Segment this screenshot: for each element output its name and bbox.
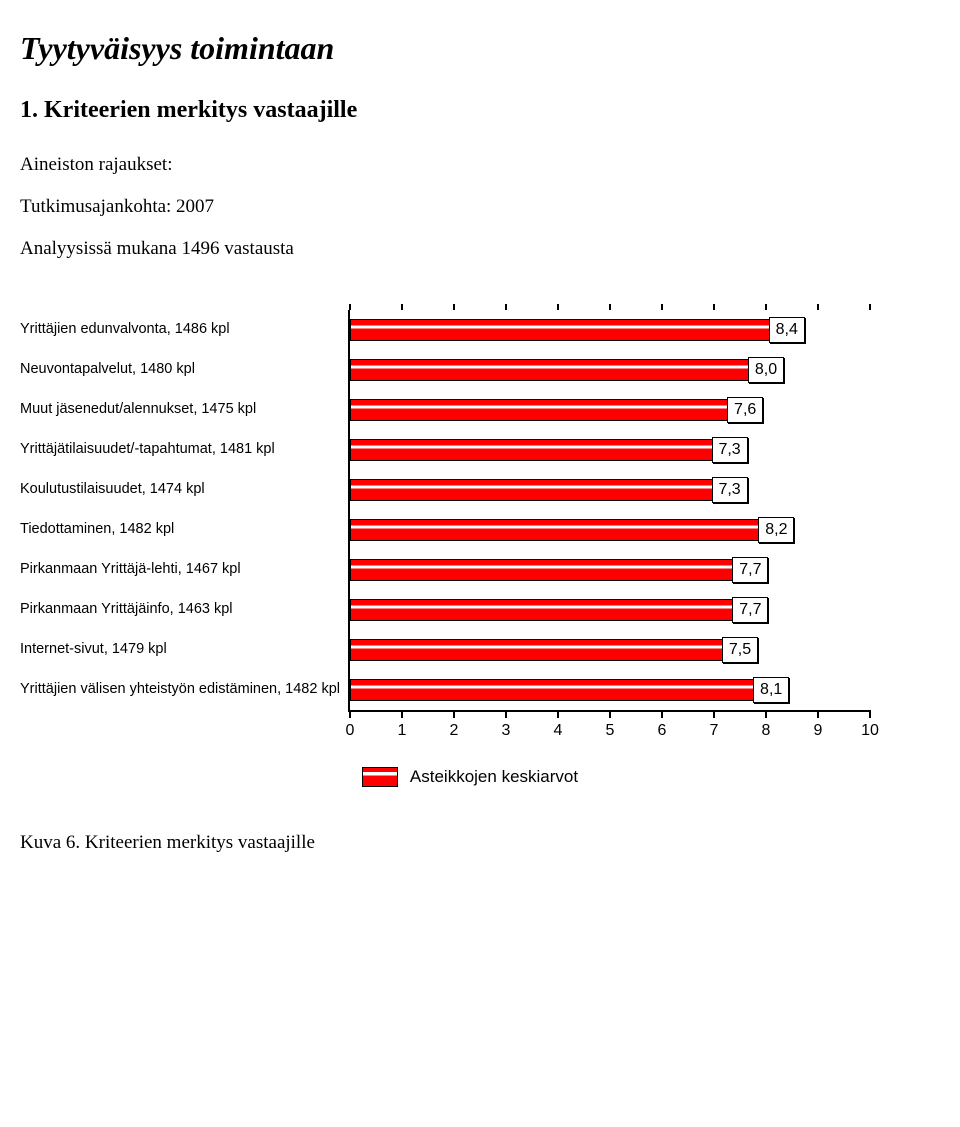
chart-labels-column: Yrittäjien edunvalvonta, 1486 kplNeuvont… bbox=[20, 310, 348, 710]
chart-value-label: 7,7 bbox=[732, 597, 768, 623]
chart-bar-row: 7,6 bbox=[350, 390, 870, 430]
chart-value-label: 8,4 bbox=[769, 317, 805, 343]
chart-x-tick-top bbox=[869, 304, 871, 310]
chart-bar bbox=[350, 519, 776, 541]
chart-x-tick-label: 4 bbox=[554, 722, 563, 740]
chart-x-tick-label: 1 bbox=[398, 722, 407, 740]
chart-bar bbox=[350, 599, 750, 621]
chart-x-tick-label: 0 bbox=[346, 722, 355, 740]
chart-bar-row: 7,7 bbox=[350, 590, 870, 630]
chart-bar bbox=[350, 679, 771, 701]
chart-bar bbox=[350, 359, 766, 381]
chart-x-tick bbox=[869, 710, 871, 718]
page-title: Tyytyväisyys toimintaan bbox=[20, 30, 920, 67]
meta-line-3: Analyysissä mukana 1496 vastausta bbox=[20, 238, 920, 260]
chart-bar-row: 7,7 bbox=[350, 550, 870, 590]
chart: Yrittäjien edunvalvonta, 1486 kplNeuvont… bbox=[20, 310, 920, 712]
chart-x-tick bbox=[453, 710, 455, 718]
chart-x-tick-top bbox=[817, 304, 819, 310]
chart-x-tick-label: 5 bbox=[606, 722, 615, 740]
chart-bar-row: 8,1 bbox=[350, 670, 870, 710]
chart-bar-row: 7,3 bbox=[350, 430, 870, 470]
chart-bar bbox=[350, 439, 730, 461]
chart-bar bbox=[350, 319, 787, 341]
chart-bar bbox=[350, 639, 740, 661]
chart-category-label: Tiedottaminen, 1482 kpl bbox=[20, 510, 340, 550]
chart-legend: Asteikkojen keskiarvot bbox=[20, 767, 920, 787]
chart-x-tick bbox=[713, 710, 715, 718]
chart-x-tick-label: 9 bbox=[814, 722, 823, 740]
chart-x-tick bbox=[401, 710, 403, 718]
chart-category-label: Yrittäjien edunvalvonta, 1486 kpl bbox=[20, 310, 340, 350]
chart-x-tick-label: 10 bbox=[861, 722, 879, 740]
chart-x-tick-top bbox=[609, 304, 611, 310]
legend-label: Asteikkojen keskiarvot bbox=[410, 767, 578, 787]
chart-plot-area: 8,48,07,67,37,38,27,77,77,58,10123456789… bbox=[348, 310, 870, 712]
chart-value-label: 7,3 bbox=[712, 437, 748, 463]
chart-x-tick bbox=[609, 710, 611, 718]
chart-plot-column: 8,48,07,67,37,38,27,77,77,58,10123456789… bbox=[348, 310, 870, 712]
chart-bar-row: 8,4 bbox=[350, 310, 870, 350]
figure-caption: Kuva 6. Kriteerien merkitys vastaajille bbox=[20, 832, 920, 854]
chart-value-label: 7,7 bbox=[732, 557, 768, 583]
chart-value-label: 8,1 bbox=[753, 677, 789, 703]
legend-swatch bbox=[362, 767, 398, 787]
chart-value-label: 7,3 bbox=[712, 477, 748, 503]
chart-bar-row: 7,5 bbox=[350, 630, 870, 670]
page-root: Tyytyväisyys toimintaan 1. Kriteerien me… bbox=[0, 0, 960, 913]
chart-x-tick-top bbox=[557, 304, 559, 310]
chart-value-label: 7,5 bbox=[722, 637, 758, 663]
chart-category-label: Muut jäsenedut/alennukset, 1475 kpl bbox=[20, 390, 340, 430]
chart-bar-row: 7,3 bbox=[350, 470, 870, 510]
chart-bar-row: 8,0 bbox=[350, 350, 870, 390]
chart-x-tick-top bbox=[401, 304, 403, 310]
chart-x-tick-top bbox=[349, 304, 351, 310]
chart-x-tick bbox=[505, 710, 507, 718]
chart-value-label: 7,6 bbox=[727, 397, 763, 423]
chart-category-label: Neuvontapalvelut, 1480 kpl bbox=[20, 350, 340, 390]
chart-x-tick bbox=[661, 710, 663, 718]
chart-x-tick bbox=[817, 710, 819, 718]
chart-category-label: Yrittäjätilaisuudet/-tapahtumat, 1481 kp… bbox=[20, 430, 340, 470]
chart-value-label: 8,0 bbox=[748, 357, 784, 383]
chart-value-label: 8,2 bbox=[758, 517, 794, 543]
chart-category-label: Pirkanmaan Yrittäjä-lehti, 1467 kpl bbox=[20, 550, 340, 590]
chart-x-tick-top bbox=[713, 304, 715, 310]
chart-bar bbox=[350, 479, 730, 501]
chart-x-tick-top bbox=[505, 304, 507, 310]
chart-x-tick bbox=[765, 710, 767, 718]
chart-x-tick-label: 7 bbox=[710, 722, 719, 740]
chart-category-label: Internet-sivut, 1479 kpl bbox=[20, 630, 340, 670]
chart-category-label: Pirkanmaan Yrittäjäinfo, 1463 kpl bbox=[20, 590, 340, 630]
chart-category-label: Koulutustilaisuudet, 1474 kpl bbox=[20, 470, 340, 510]
meta-line-1: Aineiston rajaukset: bbox=[20, 154, 920, 176]
chart-x-tick bbox=[557, 710, 559, 718]
chart-x-tick-label: 3 bbox=[502, 722, 511, 740]
meta-line-2: Tutkimusajankohta: 2007 bbox=[20, 196, 920, 218]
chart-x-tick-top bbox=[453, 304, 455, 310]
section-title: 1. Kriteerien merkitys vastaajille bbox=[20, 97, 920, 124]
chart-category-label: Yrittäjien välisen yhteistyön edistämine… bbox=[20, 670, 340, 710]
chart-x-tick bbox=[349, 710, 351, 718]
chart-x-tick-label: 8 bbox=[762, 722, 771, 740]
meta-block: Aineiston rajaukset: Tutkimusajankohta: … bbox=[20, 154, 920, 260]
chart-x-tick-label: 2 bbox=[450, 722, 459, 740]
chart-bar bbox=[350, 399, 745, 421]
chart-x-tick-label: 6 bbox=[658, 722, 667, 740]
chart-x-tick-top bbox=[765, 304, 767, 310]
chart-bar bbox=[350, 559, 750, 581]
chart-x-tick-top bbox=[661, 304, 663, 310]
chart-bar-row: 8,2 bbox=[350, 510, 870, 550]
